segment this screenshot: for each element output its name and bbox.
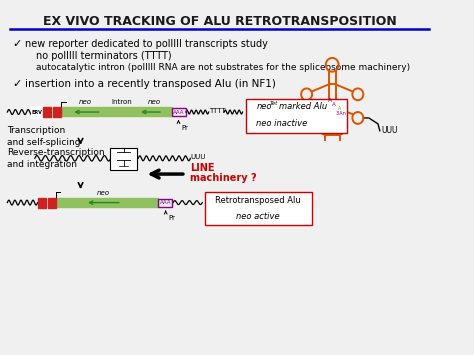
Bar — [53, 107, 61, 117]
Text: Reverse-transcription
and integration: Reverse-transcription and integration — [8, 148, 105, 169]
Bar — [110, 148, 137, 170]
Text: neo: neo — [79, 99, 91, 105]
Text: A: A — [332, 102, 336, 106]
Bar — [158, 199, 172, 207]
Text: Tet: Tet — [270, 101, 278, 106]
Text: Transcription
and self-splicing: Transcription and self-splicing — [8, 126, 81, 147]
Text: EX VIVO TRACKING OF ALU RETROTRANSPOSITION: EX VIVO TRACKING OF ALU RETROTRANSPOSITI… — [43, 15, 397, 28]
Bar — [61, 107, 172, 116]
FancyBboxPatch shape — [205, 192, 312, 225]
Text: UUU: UUU — [191, 154, 206, 160]
Text: ✓: ✓ — [12, 78, 21, 89]
Text: AAA: AAA — [159, 200, 171, 205]
Text: Retrotransposed Alu: Retrotransposed Alu — [215, 196, 301, 205]
Text: neo inactive: neo inactive — [256, 119, 308, 129]
Text: insertion into a recently transposed Alu (in NF1): insertion into a recently transposed Alu… — [25, 78, 275, 89]
Text: TTTT: TTTT — [209, 108, 225, 114]
Text: neo: neo — [97, 190, 110, 196]
Text: Pr: Pr — [168, 215, 175, 222]
Text: autocatalytic intron (pollIII RNA are not substrates for the spliceosome machine: autocatalytic intron (pollIII RNA are no… — [36, 63, 410, 72]
Text: UUU: UUU — [382, 126, 398, 135]
Text: Intron: Intron — [111, 99, 132, 105]
Bar — [37, 198, 46, 208]
Bar — [31, 106, 42, 118]
Bar — [172, 108, 186, 116]
Text: machinery ?: machinery ? — [191, 173, 257, 183]
Text: Pr: Pr — [181, 125, 188, 131]
Text: neo: neo — [147, 99, 160, 105]
Text: 3′An: 3′An — [336, 110, 347, 115]
Bar — [56, 198, 158, 207]
Text: neo: neo — [256, 102, 272, 111]
Text: no pollIII terminators (TTTT): no pollIII terminators (TTTT) — [36, 51, 171, 61]
Text: ERV: ERV — [31, 110, 42, 115]
Text: LINE: LINE — [191, 163, 215, 173]
FancyBboxPatch shape — [246, 99, 347, 133]
Text: marked Alu: marked Alu — [279, 102, 327, 111]
Text: ✓: ✓ — [12, 39, 21, 49]
Text: new reporter dedicated to pollIII transcripts study: new reporter dedicated to pollIII transc… — [25, 39, 268, 49]
Bar — [47, 198, 56, 208]
Text: A: A — [338, 105, 341, 111]
Text: neo active: neo active — [236, 212, 280, 221]
Bar — [43, 107, 51, 117]
Text: AAA: AAA — [173, 110, 185, 115]
Text: A: A — [328, 98, 333, 103]
